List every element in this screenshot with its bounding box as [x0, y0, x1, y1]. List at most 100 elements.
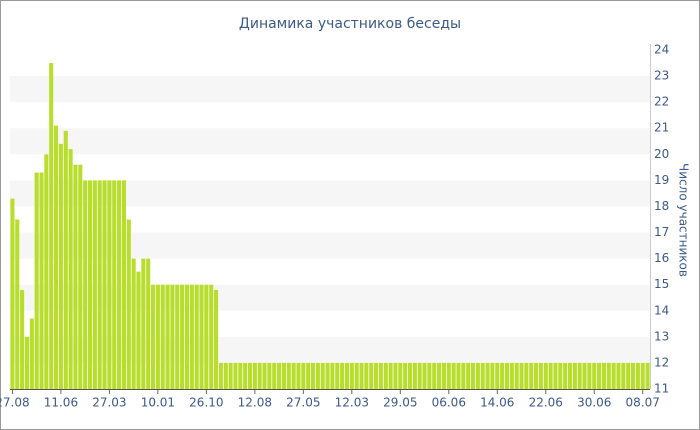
x-tick-label: 22.06 [529, 396, 563, 410]
grid-band [10, 180, 650, 207]
y-tick-label: 13 [654, 329, 669, 343]
bar [437, 362, 442, 389]
bar [97, 180, 102, 389]
x-tick-label: 27.08 [0, 396, 30, 410]
bar [112, 180, 117, 389]
bar [543, 362, 548, 389]
y-tick-label: 15 [654, 277, 669, 291]
bar [267, 362, 272, 389]
grid-band [10, 128, 650, 155]
bar [228, 362, 233, 389]
bar [485, 362, 490, 389]
grid-band [10, 232, 650, 259]
bar [601, 362, 606, 389]
bar [121, 180, 126, 389]
y-axis-label: Число участников [677, 163, 691, 277]
bar [320, 362, 325, 389]
grid-band [10, 76, 650, 103]
bar [626, 362, 631, 389]
bar [378, 362, 383, 389]
bar [529, 362, 534, 389]
bar [218, 362, 223, 389]
bar [359, 362, 364, 389]
bar [388, 362, 393, 389]
bar [456, 362, 461, 389]
bar [296, 362, 301, 389]
bar [364, 362, 369, 389]
bar [54, 125, 59, 389]
bar [131, 258, 136, 389]
bar [645, 362, 650, 389]
bar [446, 362, 451, 389]
bar [475, 362, 480, 389]
x-tick-label: 30.06 [577, 396, 611, 410]
bar [209, 284, 214, 389]
bar [524, 362, 529, 389]
bar [150, 284, 156, 389]
y-tick-label: 17 [654, 225, 669, 239]
bar [247, 362, 253, 389]
x-tick-label: 08.07 [626, 396, 660, 410]
bar [340, 362, 345, 389]
bar [369, 362, 374, 389]
bar [441, 362, 446, 389]
bar [335, 362, 340, 389]
bar [597, 362, 602, 389]
bar [180, 284, 185, 389]
bar [577, 362, 582, 389]
bar [301, 362, 306, 389]
bar [175, 284, 180, 389]
bar [461, 362, 466, 389]
bar [233, 362, 238, 389]
bar [563, 362, 568, 389]
bar [49, 63, 54, 390]
bar [315, 362, 320, 389]
bar [87, 180, 93, 389]
y-tick-label: 14 [654, 303, 669, 317]
y-tick-label: 21 [654, 121, 669, 135]
chart-title: Динамика участников беседы [239, 16, 461, 32]
x-tick-label: 12.03 [335, 396, 369, 410]
bar [262, 362, 267, 389]
bar [39, 172, 44, 389]
bar [393, 362, 398, 389]
bar [165, 284, 170, 389]
bar [606, 362, 611, 389]
bar [354, 362, 359, 389]
bar [252, 362, 257, 389]
bar [374, 362, 379, 389]
bar [272, 362, 277, 389]
bar [558, 362, 563, 389]
bar [325, 362, 330, 389]
bar [58, 143, 63, 389]
bar [407, 362, 413, 389]
y-tick-label: 16 [654, 251, 669, 265]
bar [83, 180, 88, 389]
y-tick-label: 19 [654, 173, 669, 187]
bar [243, 362, 248, 389]
bar [306, 362, 311, 389]
bar [451, 362, 456, 389]
bar [587, 362, 592, 389]
y-tick-label: 23 [654, 69, 669, 83]
y-tick-label: 12 [654, 355, 669, 369]
bar [15, 219, 20, 389]
bar [432, 362, 437, 389]
bar [184, 284, 190, 389]
bar [136, 271, 141, 389]
bar [548, 362, 553, 389]
bar [277, 362, 282, 389]
y-tick-label: 20 [654, 147, 669, 161]
bar [519, 362, 524, 389]
bar [63, 130, 68, 390]
bar [349, 362, 354, 389]
bar [102, 180, 107, 389]
bar [170, 284, 175, 389]
x-tick-label: 14.06 [480, 396, 514, 410]
x-tick-label: 27.03 [92, 396, 126, 410]
y-tick-label: 11 [654, 382, 669, 396]
bar [330, 362, 335, 389]
bar [204, 284, 209, 389]
bar [398, 362, 403, 389]
bar [10, 198, 15, 389]
